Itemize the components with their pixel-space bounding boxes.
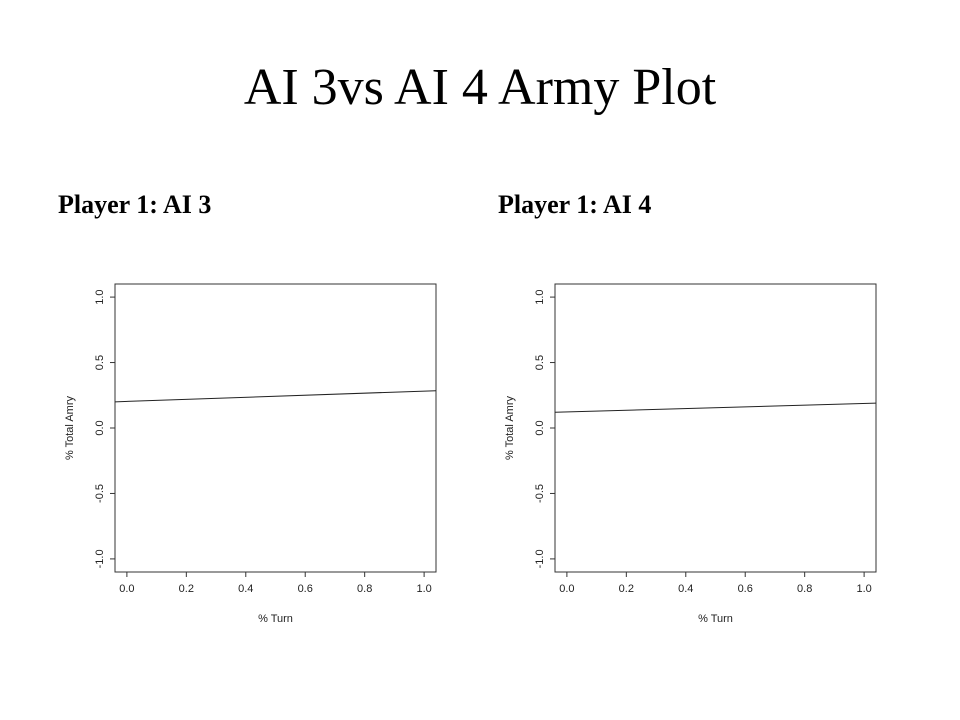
series-line (114, 390, 437, 403)
right-panel-heading: Player 1: AI 4 (498, 190, 652, 219)
right-army-plot: 0.0 0.2 0.4 0.6 0.8 1.0 -1.0 -0.5 0.0 0.5 1.0 % Tur… (504, 283, 877, 625)
x-tick-label: 0.4 (678, 583, 693, 595)
y-tick-label: 0.0 (94, 420, 106, 435)
y-tick-label: 1.0 (94, 289, 106, 304)
x-tick-label: 0.0 (559, 583, 574, 595)
y-tick-label: 1.0 (534, 289, 546, 304)
x-tick-label: 0.0 (119, 583, 134, 595)
y-tick-label: 0.0 (534, 420, 546, 435)
x-tick-label: 0.6 (738, 583, 753, 595)
y-tick-label: -0.5 (94, 484, 106, 503)
y-tick-label: -0.5 (534, 484, 546, 503)
y-tick-label: 0.5 (94, 355, 106, 370)
x-tick-label: 1.0 (856, 583, 871, 595)
x-tick-label: 0.8 (357, 583, 372, 595)
left-panel-heading: Player 1: AI 3 (58, 190, 212, 219)
plot-frame (554, 283, 877, 573)
x-tick-label: 0.6 (298, 583, 313, 595)
plot-frame (114, 283, 437, 573)
y-axis-label: % Total Amry (64, 396, 76, 460)
x-axis-label: % Turn (698, 613, 733, 625)
series-line (554, 402, 877, 413)
x-tick-label: 0.4 (238, 583, 253, 595)
x-tick-label: 0.8 (797, 583, 812, 595)
left-army-plot: 0.0 0.2 0.4 0.6 0.8 1.0 -1.0 -0.5 0.0 0.5 1.0 % Tur… (64, 283, 437, 625)
y-tick-label: -1.0 (94, 549, 106, 568)
x-tick-label: 1.0 (416, 583, 431, 595)
x-tick-label: 0.2 (179, 583, 194, 595)
y-tick-label: 0.5 (534, 355, 546, 370)
x-axis-label: % Turn (258, 613, 293, 625)
y-axis-label: % Total Amry (504, 396, 516, 460)
y-tick-label: -1.0 (534, 549, 546, 568)
x-tick-label: 0.2 (619, 583, 634, 595)
slide-title: AI 3vs AI 4 Army Plot (243, 59, 717, 116)
